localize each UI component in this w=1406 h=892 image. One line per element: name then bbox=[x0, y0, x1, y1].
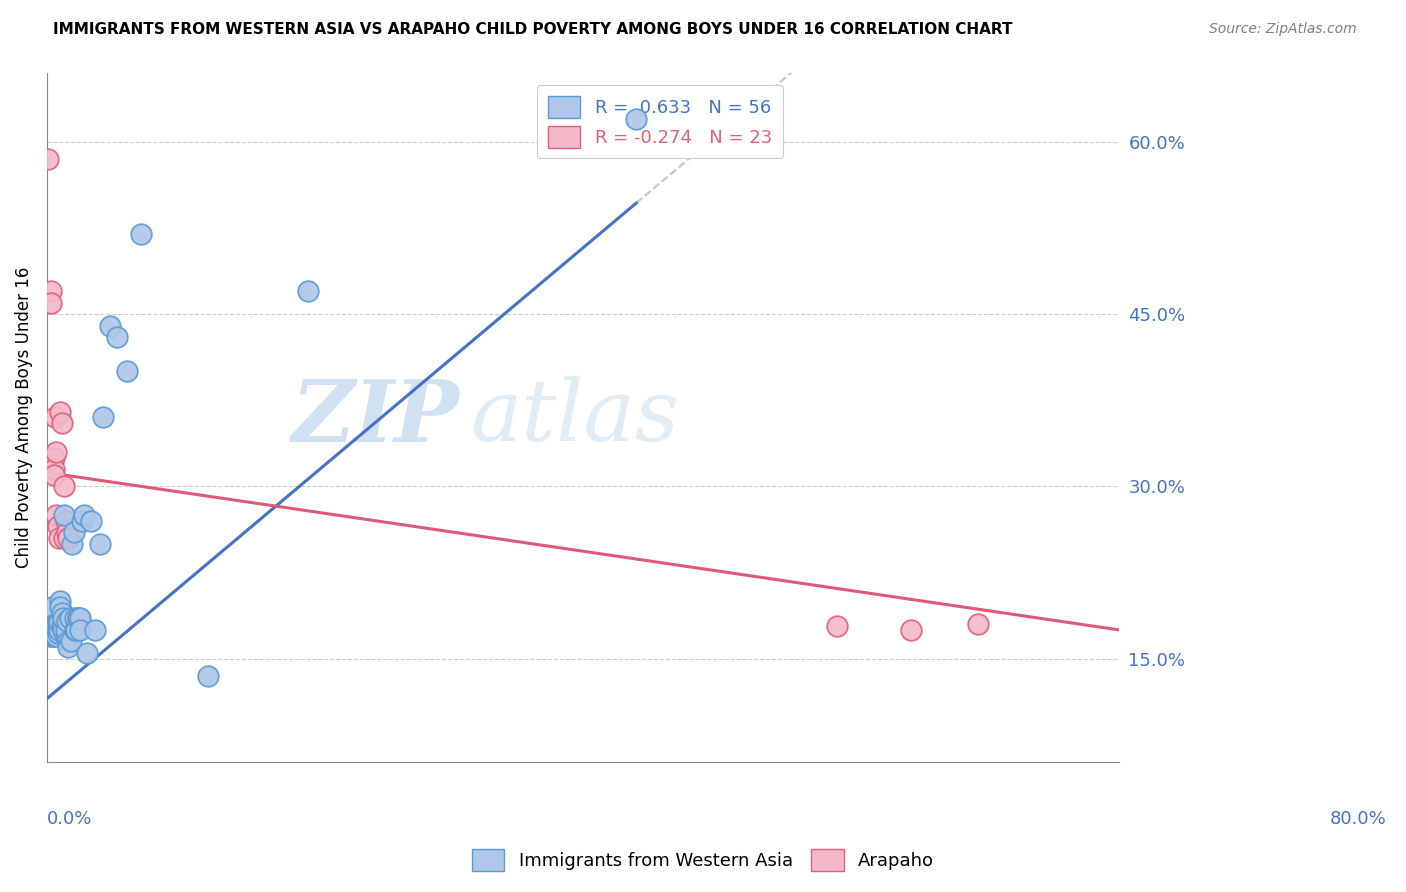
Point bbox=[63, 611, 86, 625]
Point bbox=[37, 152, 59, 166]
Point bbox=[41, 629, 63, 643]
Point bbox=[38, 623, 60, 637]
Point bbox=[55, 514, 77, 528]
Point bbox=[53, 479, 76, 493]
Point bbox=[52, 623, 75, 637]
Point bbox=[49, 599, 72, 614]
Point bbox=[41, 623, 63, 637]
Point bbox=[76, 646, 98, 660]
Point bbox=[626, 112, 648, 126]
Point bbox=[51, 416, 73, 430]
Point bbox=[39, 284, 62, 298]
Point bbox=[38, 629, 60, 643]
Point bbox=[39, 617, 62, 632]
Y-axis label: Child Poverty Among Boys Under 16: Child Poverty Among Boys Under 16 bbox=[15, 267, 32, 568]
Point bbox=[84, 623, 107, 637]
Point bbox=[89, 537, 111, 551]
Point bbox=[41, 599, 63, 614]
Point bbox=[91, 410, 114, 425]
Point bbox=[105, 330, 128, 344]
Point bbox=[297, 284, 319, 298]
Point bbox=[117, 364, 139, 378]
Point bbox=[48, 623, 70, 637]
Legend: Immigrants from Western Asia, Arapaho: Immigrants from Western Asia, Arapaho bbox=[465, 842, 941, 879]
Point bbox=[46, 626, 69, 640]
Text: 80.0%: 80.0% bbox=[1330, 810, 1386, 828]
Text: ZIP: ZIP bbox=[291, 376, 460, 459]
Legend: R =  0.633   N = 56, R = -0.274   N = 23: R = 0.633 N = 56, R = -0.274 N = 23 bbox=[537, 86, 783, 159]
Point bbox=[825, 619, 848, 633]
Point bbox=[45, 445, 67, 459]
Point bbox=[65, 623, 87, 637]
Point bbox=[63, 623, 86, 637]
Point bbox=[80, 514, 103, 528]
Point bbox=[44, 410, 66, 425]
Point bbox=[66, 611, 89, 625]
Point bbox=[45, 619, 67, 633]
Point bbox=[37, 623, 59, 637]
Point bbox=[129, 227, 152, 241]
Point bbox=[56, 634, 79, 648]
Point bbox=[69, 611, 91, 625]
Point bbox=[55, 623, 77, 637]
Point bbox=[55, 629, 77, 643]
Text: atlas: atlas bbox=[470, 376, 679, 458]
Point bbox=[42, 626, 65, 640]
Point bbox=[900, 623, 922, 637]
Text: IMMIGRANTS FROM WESTERN ASIA VS ARAPAHO CHILD POVERTY AMONG BOYS UNDER 16 CORREL: IMMIGRANTS FROM WESTERN ASIA VS ARAPAHO … bbox=[53, 22, 1012, 37]
Point bbox=[53, 508, 76, 522]
Point bbox=[56, 614, 79, 628]
Point bbox=[73, 508, 96, 522]
Point bbox=[42, 450, 65, 465]
Point bbox=[62, 525, 84, 540]
Point bbox=[98, 318, 121, 333]
Point bbox=[53, 531, 76, 545]
Point bbox=[69, 623, 91, 637]
Point bbox=[59, 634, 82, 648]
Point bbox=[39, 623, 62, 637]
Point bbox=[44, 617, 66, 632]
Point bbox=[197, 669, 219, 683]
Point bbox=[66, 611, 89, 625]
Point bbox=[48, 531, 70, 545]
Point bbox=[42, 619, 65, 633]
Point bbox=[39, 295, 62, 310]
Point bbox=[42, 629, 65, 643]
Point bbox=[59, 611, 82, 625]
Point bbox=[49, 594, 72, 608]
Point bbox=[55, 623, 77, 637]
Point bbox=[58, 634, 80, 648]
Point bbox=[46, 619, 69, 633]
Text: 0.0%: 0.0% bbox=[46, 810, 93, 828]
Point bbox=[58, 531, 80, 545]
Text: Source: ZipAtlas.com: Source: ZipAtlas.com bbox=[1209, 22, 1357, 37]
Point bbox=[46, 519, 69, 533]
Point bbox=[44, 623, 66, 637]
Point bbox=[967, 617, 990, 632]
Point bbox=[48, 615, 70, 629]
Point bbox=[45, 508, 67, 522]
Point bbox=[60, 537, 83, 551]
Point bbox=[51, 619, 73, 633]
Point bbox=[58, 640, 80, 654]
Point bbox=[51, 606, 73, 620]
Point bbox=[70, 514, 93, 528]
Point bbox=[49, 405, 72, 419]
Point bbox=[42, 462, 65, 476]
Point bbox=[56, 525, 79, 540]
Point bbox=[42, 467, 65, 482]
Point bbox=[45, 629, 67, 643]
Point bbox=[52, 611, 75, 625]
